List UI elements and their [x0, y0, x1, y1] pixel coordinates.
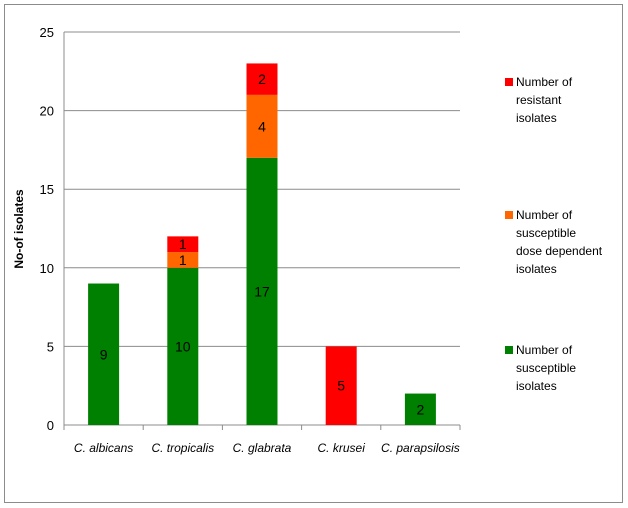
bar-c-glabrata-number-of-susceptible-isolates — [246, 157, 278, 425]
bar-c-tropicalis-number-of-susceptible-dose-dependent-isolates — [167, 252, 199, 268]
legend-label: susceptible — [516, 361, 576, 375]
x-tick-label: C. parapsilosis — [381, 441, 460, 455]
bar-c-tropicalis-number-of-susceptible-isolates — [167, 267, 199, 425]
data-label: 1 — [179, 252, 187, 268]
legend-swatch-number-of-susceptible-dose-dependent-isolates — [505, 211, 513, 219]
y-tick-label: 25 — [40, 25, 54, 40]
bars — [88, 63, 436, 425]
legend-label: Number of — [516, 208, 573, 222]
x-tick-label: C. albicans — [74, 441, 133, 455]
x-tick-label: C. krusei — [318, 441, 366, 455]
legend-swatch-number-of-resistant-isolates — [505, 78, 513, 86]
data-label: 2 — [258, 71, 266, 87]
data-label: 9 — [100, 346, 108, 362]
data-label: 17 — [254, 283, 270, 299]
data-label: 4 — [258, 118, 266, 134]
data-label: 10 — [175, 338, 191, 354]
legend-label: isolates — [516, 262, 557, 276]
y-tick-label: 5 — [47, 339, 54, 354]
legend-label: resistant — [516, 93, 562, 107]
bar-c-krusei-number-of-resistant-isolates — [325, 346, 357, 425]
legend-label: Number of — [516, 343, 573, 357]
y-tick-label: 20 — [40, 104, 54, 119]
legend-label: isolates — [516, 379, 557, 393]
legend-swatch-number-of-susceptible-isolates — [505, 346, 513, 354]
data-label: 5 — [337, 378, 345, 394]
bar-c-glabrata-number-of-resistant-isolates — [246, 63, 278, 95]
y-tick-label: 15 — [40, 182, 54, 197]
data-label: 1 — [179, 236, 187, 252]
y-tick-label: 0 — [47, 418, 54, 433]
data-labels: 9 10 11 17 4 2 5 2 — [100, 71, 425, 417]
bar-c-parapsilosis-number-of-susceptible-isolates — [404, 393, 436, 425]
legend-label: dose dependent — [516, 244, 603, 258]
bar-c-tropicalis-number-of-resistant-isolates — [167, 236, 199, 253]
x-axis-categories: C. albicans C. tropicalis C. glabrata C. kr… — [74, 441, 460, 455]
bar-c-glabrata-number-of-susceptible-dose-dependent-isolates — [246, 94, 278, 158]
legend-label: isolates — [516, 111, 557, 125]
gridlines — [63, 31, 461, 430]
bar-c-albicans-number-of-susceptible-isolates — [88, 283, 120, 425]
data-label: 2 — [417, 401, 425, 417]
y-tick-label: 10 — [40, 261, 54, 276]
legend-label: Number of — [516, 75, 573, 89]
y-axis-label: No-of isolates — [12, 189, 26, 269]
legend: Number of resistant isolates Number of susce… — [505, 75, 603, 393]
legend-label: susceptible — [516, 226, 576, 240]
x-tick-label: C. tropicalis — [151, 441, 214, 455]
y-axis-ticks: 0 5 10 15 20 25 — [40, 25, 54, 433]
x-tick-label: C. glabrata — [233, 441, 292, 455]
